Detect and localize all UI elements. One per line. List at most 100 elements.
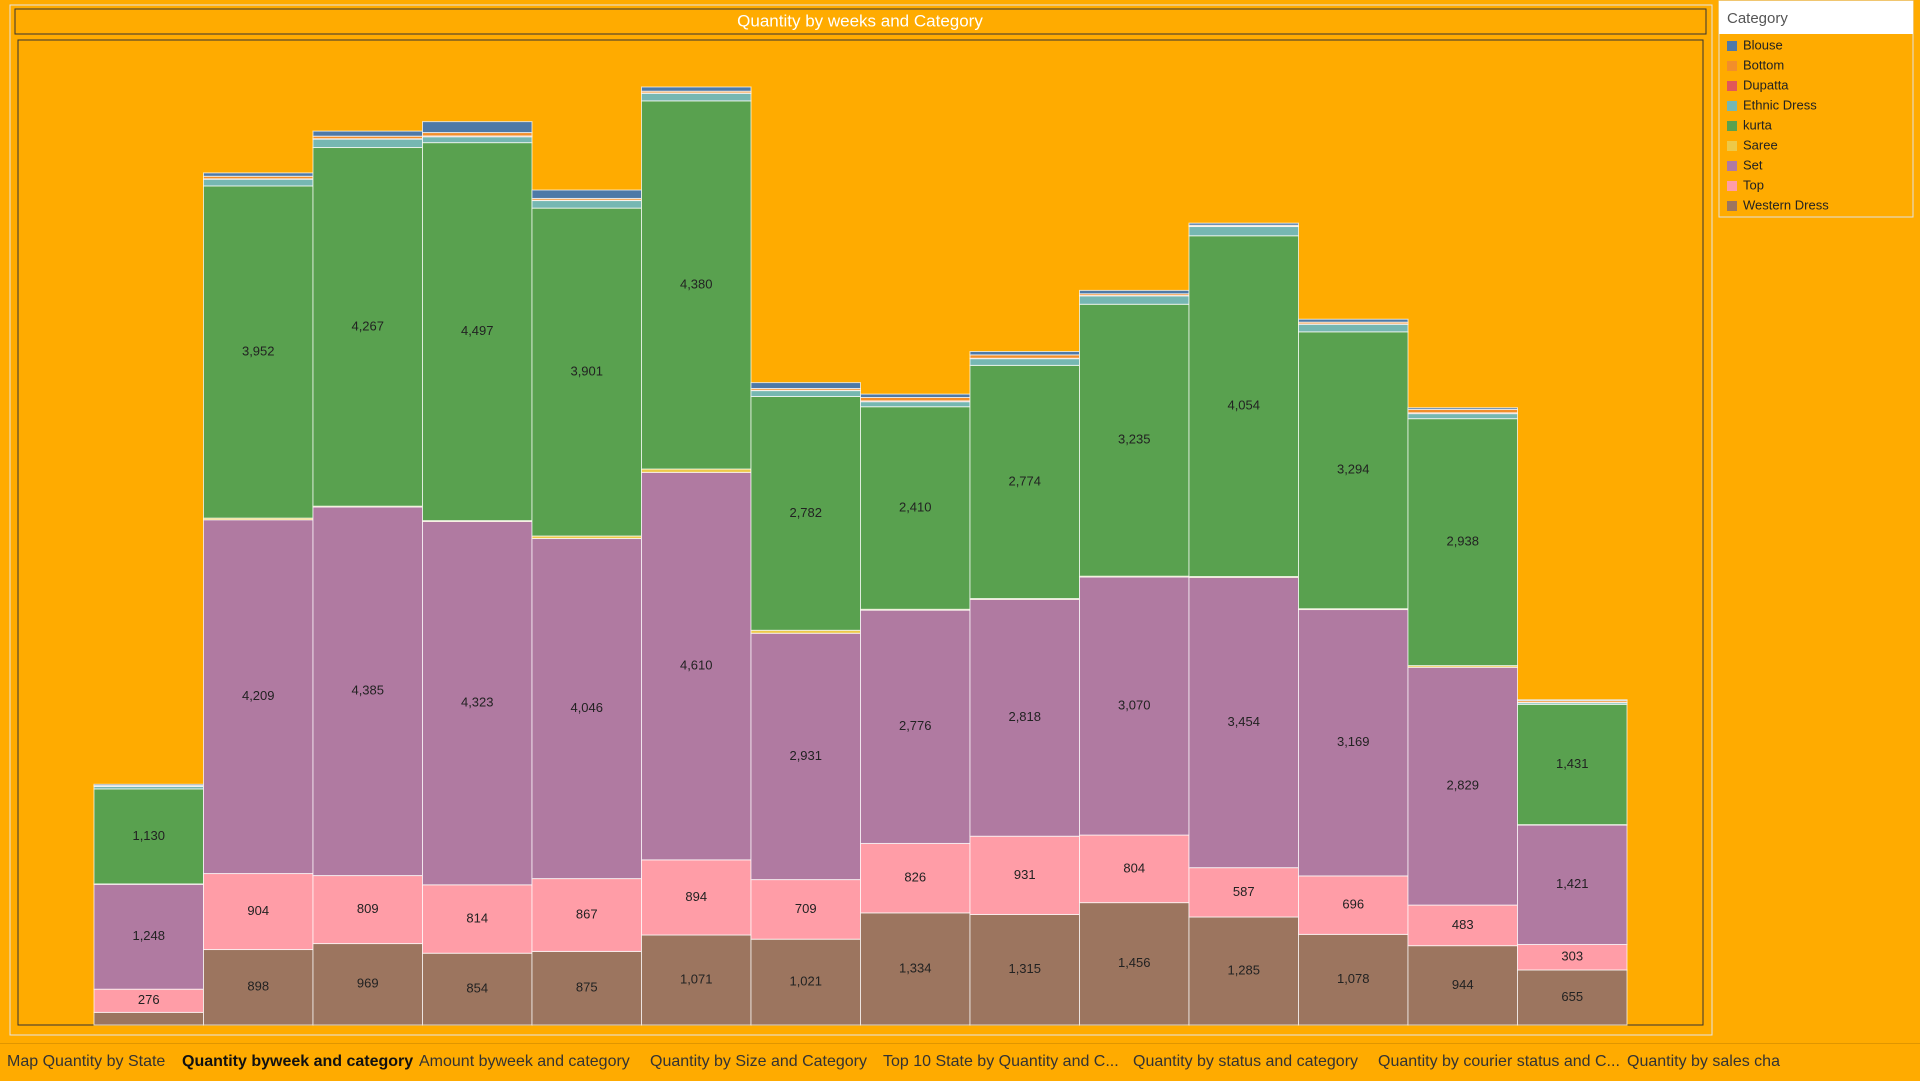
legend-title: Category bbox=[1727, 10, 1788, 27]
data-label: 3,901 bbox=[570, 363, 603, 378]
data-label: 3,235 bbox=[1118, 432, 1151, 447]
data-label: 4,610 bbox=[680, 658, 713, 673]
data-label: 804 bbox=[1123, 860, 1145, 875]
bar-segment bbox=[861, 394, 971, 397]
sheet-tab[interactable]: Quantity by status and category bbox=[1133, 1053, 1358, 1071]
data-label: 1,021 bbox=[789, 974, 822, 989]
data-label: 2,782 bbox=[789, 505, 822, 520]
legend-label: Top bbox=[1743, 177, 1764, 192]
sheet-tab[interactable]: Quantity by courier status and C... bbox=[1378, 1053, 1620, 1071]
legend-swatch bbox=[1727, 81, 1737, 91]
data-label: 867 bbox=[576, 906, 598, 921]
data-label: 4,497 bbox=[461, 323, 494, 338]
sheet-tab[interactable]: Amount byweek and category bbox=[419, 1053, 630, 1071]
data-label: 1,130 bbox=[132, 828, 165, 843]
legend-label: Bottom bbox=[1743, 57, 1784, 72]
data-label: 4,054 bbox=[1227, 398, 1260, 413]
bar-segment bbox=[204, 173, 314, 176]
sheet-tab[interactable]: Top 10 State by Quantity and C... bbox=[883, 1053, 1119, 1071]
legend-label: Saree bbox=[1743, 137, 1778, 152]
data-label: 2,829 bbox=[1446, 778, 1479, 793]
bar-segment bbox=[861, 397, 971, 400]
data-label: 4,046 bbox=[570, 700, 603, 715]
bar-segment bbox=[1080, 296, 1190, 304]
data-label: 2,410 bbox=[899, 499, 932, 514]
data-label: 4,267 bbox=[351, 318, 384, 333]
bar-segment bbox=[1299, 324, 1409, 332]
data-label: 709 bbox=[795, 901, 817, 916]
bar-segment bbox=[970, 359, 1080, 366]
data-label: 3,169 bbox=[1337, 734, 1370, 749]
data-label: 483 bbox=[1452, 917, 1474, 932]
data-label: 2,818 bbox=[1008, 709, 1041, 724]
bar-segment bbox=[970, 355, 1080, 358]
sheet-tab[interactable]: Quantity by Size and Category bbox=[650, 1053, 867, 1071]
data-label: 3,294 bbox=[1337, 462, 1370, 477]
bar-segment bbox=[1408, 409, 1518, 412]
sheet-tab[interactable]: Map Quantity by State bbox=[7, 1053, 165, 1071]
data-label: 3,454 bbox=[1227, 714, 1260, 729]
bar-segment bbox=[642, 469, 752, 472]
data-label: 969 bbox=[357, 976, 379, 991]
legend-swatch bbox=[1727, 181, 1737, 191]
bar-segment bbox=[313, 131, 423, 136]
legend-swatch bbox=[1727, 141, 1737, 151]
data-label: 1,071 bbox=[680, 971, 713, 986]
legend-label: Blouse bbox=[1743, 37, 1783, 52]
bar-segment bbox=[423, 137, 533, 143]
bar-segment bbox=[1518, 700, 1628, 701]
legend-swatch bbox=[1727, 121, 1737, 131]
data-label: 696 bbox=[1342, 897, 1364, 912]
data-label: 276 bbox=[138, 992, 160, 1007]
legend-swatch bbox=[1727, 41, 1737, 51]
data-label: 1,315 bbox=[1008, 961, 1041, 976]
data-label: 898 bbox=[247, 979, 269, 994]
data-label: 2,938 bbox=[1446, 534, 1479, 549]
data-label: 4,380 bbox=[680, 276, 713, 291]
tab-bar: Map Quantity by State Quantity byweek and… bbox=[0, 1043, 1920, 1081]
legend-label: kurta bbox=[1743, 117, 1773, 132]
bar-segment bbox=[532, 190, 642, 198]
bar-segment bbox=[204, 179, 314, 186]
legend-label: Ethnic Dress bbox=[1743, 97, 1817, 112]
data-label: 3,952 bbox=[242, 343, 275, 358]
bar-segment bbox=[642, 93, 752, 101]
data-label: 2,776 bbox=[899, 718, 932, 733]
data-label: 1,431 bbox=[1556, 756, 1589, 771]
data-label: 2,931 bbox=[789, 748, 822, 763]
bar-segment bbox=[1408, 408, 1518, 410]
data-label: 814 bbox=[466, 910, 488, 925]
data-label: 4,209 bbox=[242, 688, 275, 703]
legend-label: Dupatta bbox=[1743, 77, 1789, 92]
bar-segment bbox=[1189, 223, 1299, 225]
bar-segment bbox=[423, 133, 533, 136]
bar-segment bbox=[751, 391, 861, 397]
data-label: 1,421 bbox=[1556, 876, 1589, 891]
legend-swatch bbox=[1727, 61, 1737, 71]
data-label: 944 bbox=[1452, 977, 1474, 992]
legend-swatch bbox=[1727, 201, 1737, 211]
chart-title: Quantity by weeks and Category bbox=[737, 11, 983, 30]
data-label: 875 bbox=[576, 980, 598, 995]
chart: Quantity by weeks and Category Category … bbox=[0, 0, 1920, 1040]
sheet-tab[interactable]: Quantity by sales cha bbox=[1627, 1053, 1780, 1071]
data-label: 1,456 bbox=[1118, 955, 1151, 970]
sheet-tab[interactable]: Quantity byweek and category bbox=[182, 1053, 413, 1071]
bar-segment bbox=[642, 87, 752, 91]
data-label: 655 bbox=[1561, 989, 1583, 1004]
bar-segment bbox=[1189, 227, 1299, 236]
legend-label: Set bbox=[1743, 157, 1763, 172]
bar-segment bbox=[94, 784, 204, 785]
data-label: 1,285 bbox=[1227, 962, 1260, 977]
bar-segment bbox=[532, 201, 642, 209]
data-label: 2,774 bbox=[1008, 473, 1041, 488]
legend-swatch bbox=[1727, 161, 1737, 171]
bar-segment bbox=[861, 402, 971, 407]
data-label: 809 bbox=[357, 901, 379, 916]
data-label: 1,334 bbox=[899, 960, 932, 975]
bar-segment bbox=[1299, 319, 1409, 322]
bar-segment bbox=[1080, 290, 1190, 293]
data-label: 587 bbox=[1233, 884, 1255, 899]
legend-swatch bbox=[1727, 101, 1737, 111]
